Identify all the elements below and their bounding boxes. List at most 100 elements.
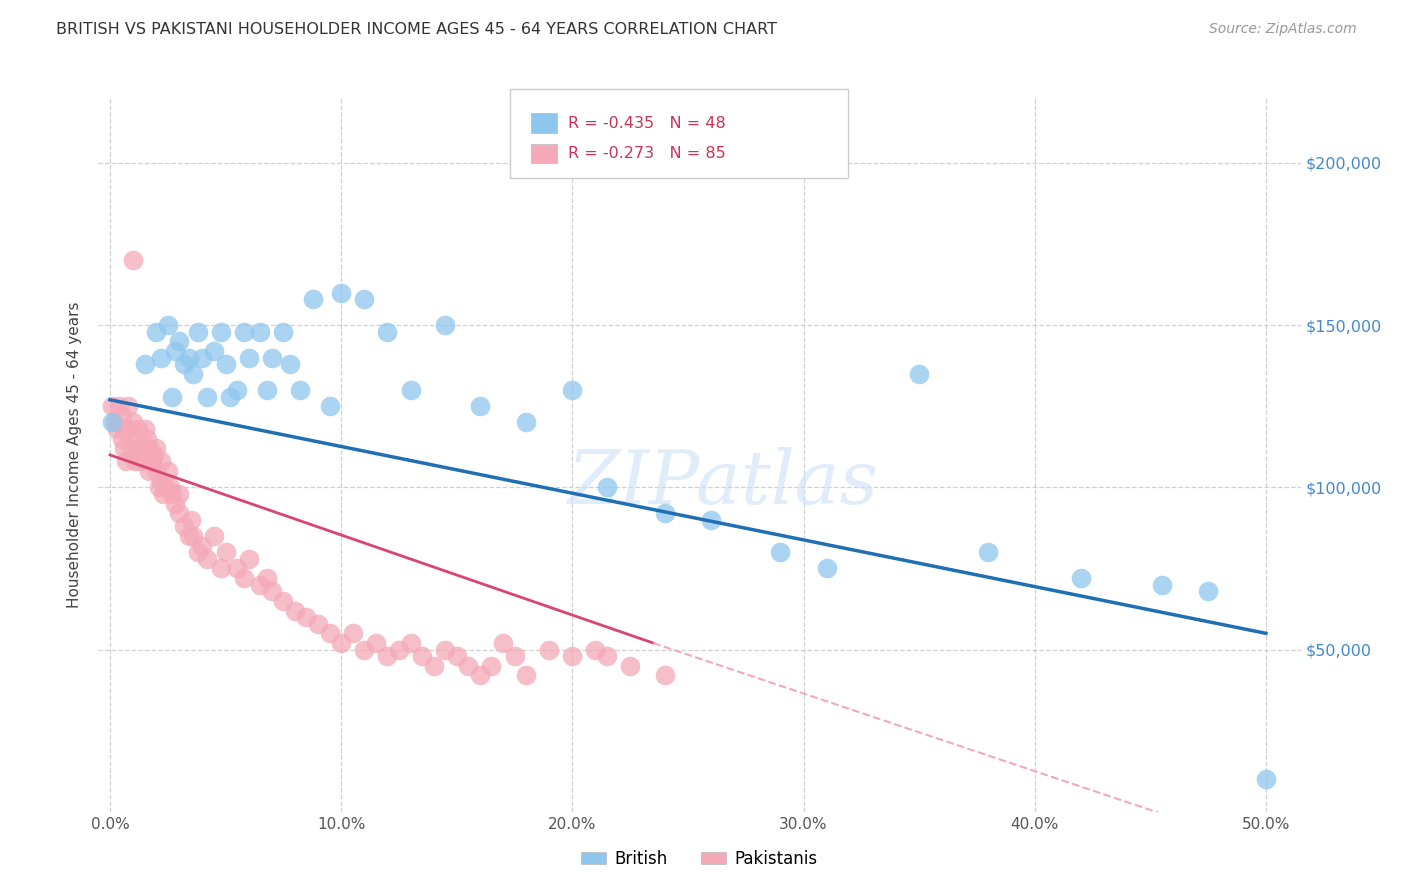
Point <box>149 351 172 365</box>
Point <box>233 325 256 339</box>
Point <box>278 357 301 371</box>
Point <box>503 648 526 663</box>
Point <box>134 357 156 371</box>
Point <box>191 351 214 365</box>
Point <box>1197 584 1219 599</box>
Point <box>388 642 411 657</box>
Y-axis label: Householder Income Ages 45 - 64 years: Householder Income Ages 45 - 64 years <box>67 301 83 608</box>
Point <box>302 292 325 306</box>
Point <box>173 357 195 371</box>
Point <box>457 658 479 673</box>
Point <box>202 529 225 543</box>
Point <box>134 442 156 456</box>
Point <box>145 464 167 478</box>
Text: Source: ZipAtlas.com: Source: ZipAtlas.com <box>1209 22 1357 37</box>
Point <box>195 390 218 404</box>
Point <box>129 454 152 468</box>
Point <box>169 506 191 520</box>
Text: BRITISH VS PAKISTANI HOUSEHOLDER INCOME AGES 45 - 64 YEARS CORRELATION CHART: BRITISH VS PAKISTANI HOUSEHOLDER INCOME … <box>56 22 778 37</box>
Point <box>515 416 537 430</box>
Point <box>214 357 236 371</box>
Point <box>411 648 433 663</box>
Point <box>538 642 561 657</box>
Text: R = -0.273   N = 85: R = -0.273 N = 85 <box>568 146 725 161</box>
Point <box>141 454 163 468</box>
Point <box>136 454 159 468</box>
Point <box>149 474 172 488</box>
Point <box>195 551 218 566</box>
Point <box>260 351 283 365</box>
Point <box>492 636 515 650</box>
Point <box>233 571 256 585</box>
Point <box>399 636 422 650</box>
Point <box>515 668 537 682</box>
Point <box>169 487 191 501</box>
Point <box>446 648 468 663</box>
Point <box>202 344 225 359</box>
Point <box>122 253 145 268</box>
Point <box>226 561 249 575</box>
Point <box>191 539 214 553</box>
Point <box>284 604 307 618</box>
Point <box>238 351 260 365</box>
Point <box>1254 772 1277 787</box>
Point <box>654 668 676 682</box>
Point <box>353 642 375 657</box>
Point <box>273 325 295 339</box>
Point <box>108 399 131 413</box>
Point <box>238 551 260 566</box>
Point <box>288 383 311 397</box>
Point <box>209 325 232 339</box>
Point <box>561 648 583 663</box>
Point <box>219 390 242 404</box>
Point <box>180 513 202 527</box>
Point <box>142 448 165 462</box>
Point <box>318 626 340 640</box>
Point <box>110 409 132 423</box>
Point <box>330 285 353 300</box>
Point <box>105 422 128 436</box>
Point <box>148 480 170 494</box>
Point <box>187 325 209 339</box>
Point <box>468 668 491 682</box>
Point <box>136 432 159 446</box>
Point <box>1070 571 1092 585</box>
Point <box>134 422 156 436</box>
Point <box>124 454 146 468</box>
Point <box>619 658 641 673</box>
Point <box>145 325 167 339</box>
Point <box>377 648 399 663</box>
Point <box>342 626 364 640</box>
Point <box>561 383 583 397</box>
Point <box>152 487 174 501</box>
Point <box>163 497 186 511</box>
Point <box>115 454 138 468</box>
Point <box>209 561 232 575</box>
Point <box>117 422 139 436</box>
Point <box>156 464 179 478</box>
Point <box>330 636 353 650</box>
Point <box>260 584 283 599</box>
Point <box>177 529 200 543</box>
Point <box>596 480 619 494</box>
Point <box>169 334 191 349</box>
Point <box>163 344 186 359</box>
Point <box>226 383 249 397</box>
Text: ZIPatlas: ZIPatlas <box>568 447 879 520</box>
Point <box>273 594 295 608</box>
Point <box>117 399 139 413</box>
Point <box>214 545 236 559</box>
Point <box>353 292 375 306</box>
Point <box>112 442 135 456</box>
Point <box>249 577 271 591</box>
Point <box>364 636 387 650</box>
Point <box>468 399 491 413</box>
Point <box>110 432 132 446</box>
Point <box>127 442 149 456</box>
Point <box>155 480 177 494</box>
Point <box>101 416 124 430</box>
Point <box>585 642 607 657</box>
Point <box>127 422 149 436</box>
Point <box>145 442 167 456</box>
Point <box>173 519 195 533</box>
